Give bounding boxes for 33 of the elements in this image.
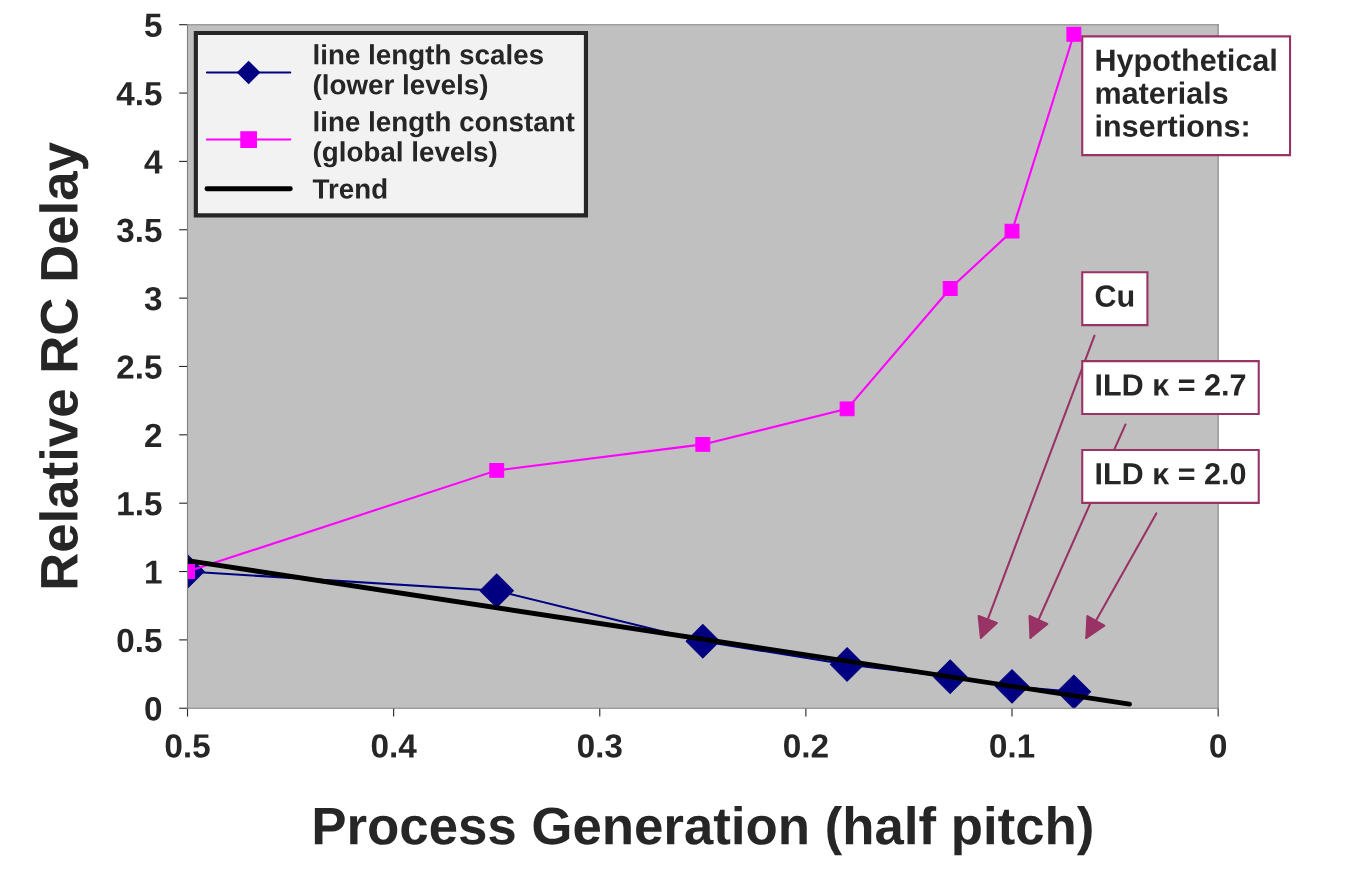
point	[695, 436, 711, 452]
point	[489, 462, 505, 478]
x-axis-title: Process Generation (half pitch)	[314, 805, 1092, 856]
x-tick-label: 0.5	[165, 734, 210, 758]
annotation: Cu	[1095, 285, 1134, 307]
y-tick-label: 1.5	[118, 492, 162, 516]
y-tick-label: 5	[145, 13, 162, 38]
x-tick-label: 0	[1210, 734, 1227, 758]
y-axis-title: Relative RC Delay	[39, 142, 89, 588]
y-tick-label: 3	[144, 286, 162, 311]
point	[1066, 26, 1082, 42]
y-tick-label: 0.5	[117, 628, 162, 653]
legend-label: Trend	[312, 178, 387, 199]
point	[1004, 223, 1020, 239]
y-tick-label: 1	[146, 560, 162, 584]
y-tick-label: 3.5	[116, 218, 162, 243]
x-tick-label: 0.4	[371, 734, 417, 758]
y-tick-label: 0	[145, 697, 162, 721]
x-tick-label: 0.3	[577, 734, 622, 758]
annotation: ILD κ = 2.0	[1096, 462, 1246, 485]
annotation: ILD κ = 2.7	[1096, 374, 1246, 396]
point	[839, 401, 855, 417]
point	[942, 281, 958, 297]
y-tick-label: 4.5	[116, 82, 162, 106]
annotation: Hypothetical materials insertions:	[1096, 48, 1276, 137]
legend-label: line length scales (lower levels)	[313, 44, 543, 101]
y-tick-label: 2.5	[117, 355, 162, 379]
x-tick-label: 0.2	[784, 734, 828, 758]
y-tick-label: 2	[145, 423, 162, 447]
legend-label: line length constant (global levels)	[313, 111, 575, 168]
point	[479, 573, 514, 608]
y-tick-label: 4	[144, 150, 163, 174]
x-tick-label: 0.1	[990, 734, 1035, 758]
